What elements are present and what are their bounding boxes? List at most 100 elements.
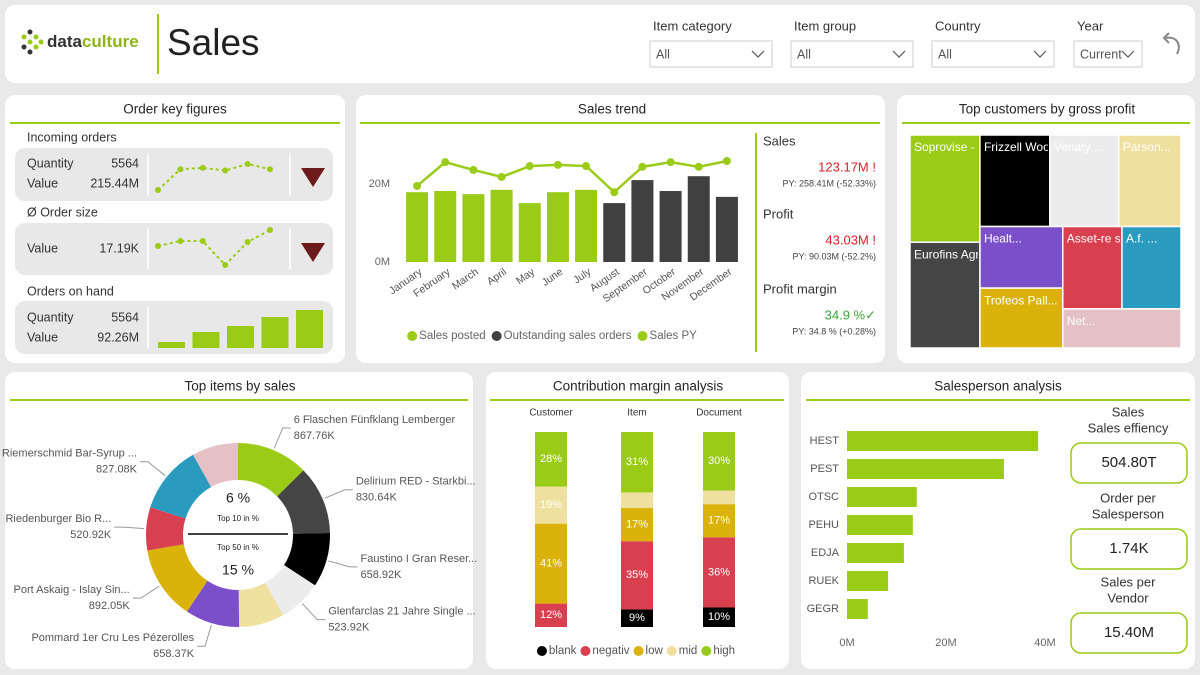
line-point xyxy=(413,181,422,190)
stack-segment xyxy=(535,486,567,524)
panel-title: Top customers by gross profit xyxy=(959,102,1136,117)
line-point xyxy=(441,158,450,167)
legend-swatch xyxy=(666,646,677,656)
treemap-label: Frizzell Wood ... xyxy=(984,140,1070,154)
x-tick-label: 40M xyxy=(1034,637,1055,649)
segment-label: 17% xyxy=(708,515,730,527)
legend: Sales posted Outstanding sales orders Sale… xyxy=(407,330,697,342)
line xyxy=(416,159,728,194)
y-tick-label: OTSC xyxy=(808,491,839,503)
donut-slice xyxy=(238,582,284,627)
filter-dropdown[interactable] xyxy=(931,40,1055,68)
bar xyxy=(518,203,541,262)
stack-segment xyxy=(621,609,653,627)
bar xyxy=(603,203,626,262)
kpi-value: 43.03M ! xyxy=(825,232,876,247)
slice-label: Riemerschmid Bar-Syrup ... xyxy=(2,448,137,460)
kpi-comparison: PY: 258.41M (-52.33%) xyxy=(782,178,876,188)
bar xyxy=(715,196,738,262)
mini-bar xyxy=(158,342,185,348)
dropdown-chevron xyxy=(751,50,765,58)
bar xyxy=(847,571,889,591)
filter-label: Year xyxy=(1077,18,1104,33)
slice-label: Glenfarclas 21 Jahre Single ... xyxy=(328,606,475,618)
logo-icon xyxy=(21,29,44,55)
slice-value: 658.37K xyxy=(153,648,195,660)
treemap-label: Asset-re s.r.l. xyxy=(1067,232,1137,246)
slice-value: 892.05K xyxy=(89,600,131,612)
kpi-label: Value xyxy=(27,330,58,344)
slice-value: 523.92K xyxy=(328,622,370,634)
leader-line xyxy=(197,624,212,647)
treemap-label: Trofeos Pall... xyxy=(984,293,1058,307)
sparkline-point xyxy=(244,239,251,245)
trend-down-indicator xyxy=(301,243,325,262)
kpi-value: 17.19K xyxy=(99,241,139,255)
kpi-value: 15.40M xyxy=(1104,624,1154,641)
kpi-label: Quantity xyxy=(27,310,74,324)
segment-label: 9% xyxy=(629,612,645,624)
kpi-label: Quantity xyxy=(27,156,74,170)
leader-line xyxy=(301,603,326,621)
stack-segment xyxy=(621,541,653,610)
trend-down-indicator xyxy=(301,168,325,187)
line-point xyxy=(722,156,731,165)
segment-label: 28% xyxy=(540,453,562,465)
logo-part: culture xyxy=(82,32,139,51)
panel-title: Top items by sales xyxy=(184,379,295,394)
donut-slice xyxy=(265,565,316,616)
donut-slice xyxy=(146,507,186,551)
segment-label: 17% xyxy=(626,519,648,531)
line-point xyxy=(610,188,619,197)
legend-label: negativ xyxy=(592,645,629,657)
legend-swatch xyxy=(536,646,547,656)
panel-title: Sales trend xyxy=(578,102,646,117)
kpi-box xyxy=(15,148,333,201)
segment-label: 41% xyxy=(540,558,562,570)
kpi-value: 34.9 %✓ xyxy=(825,307,876,322)
y-tick-label: RUEK xyxy=(808,575,839,587)
slice-label: Port Askaig - Islay Sin... xyxy=(14,584,130,596)
filter-dropdown[interactable] xyxy=(790,40,914,68)
segment-label: 35% xyxy=(626,569,648,581)
kpi-label: Sales per xyxy=(1101,574,1157,589)
leader-line xyxy=(114,526,145,530)
kpi-card xyxy=(1070,612,1188,654)
legend-label: mid xyxy=(679,645,698,657)
bar xyxy=(546,192,569,262)
stack-segment xyxy=(703,537,735,608)
line-point xyxy=(525,162,534,171)
bar xyxy=(406,192,429,262)
mini-bar xyxy=(261,317,289,348)
bar xyxy=(575,189,598,262)
bar xyxy=(847,543,904,563)
segment-label: 10% xyxy=(708,611,730,623)
undo-button[interactable] xyxy=(1162,32,1180,55)
kpi-box xyxy=(15,223,333,275)
slice-value: 827.08K xyxy=(96,464,138,476)
filter-dropdown[interactable] xyxy=(649,40,773,68)
treemap-cell xyxy=(909,241,981,349)
y-tick-label: GEGR xyxy=(807,603,839,615)
treemap-cell xyxy=(1062,308,1182,349)
header-divider xyxy=(157,14,159,74)
segment-label: 12% xyxy=(540,609,562,621)
slice-value: 520.92K xyxy=(70,529,112,541)
center-value: 15 % xyxy=(222,562,254,578)
legend-label: blank xyxy=(549,645,577,657)
mini-bar xyxy=(192,332,220,348)
panel-title: Salesperson analysis xyxy=(934,379,1062,394)
line-point xyxy=(553,160,562,169)
kpi-comparison: PY: 34.8 % (+0.28%) xyxy=(792,326,876,336)
center-label: Top 10 in % xyxy=(217,514,259,523)
sparkline-point xyxy=(177,166,184,173)
line-point xyxy=(582,162,591,171)
kpi-value: 215.44M xyxy=(90,176,139,190)
treemap-cell xyxy=(1121,225,1182,310)
bar xyxy=(434,191,457,262)
y-tick-label: PEHU xyxy=(808,519,839,531)
y-tick-label: EDJA xyxy=(811,547,840,559)
bar xyxy=(847,599,868,619)
treemap-label: Soprovise - So... xyxy=(914,140,1003,154)
leader-line xyxy=(328,560,358,568)
